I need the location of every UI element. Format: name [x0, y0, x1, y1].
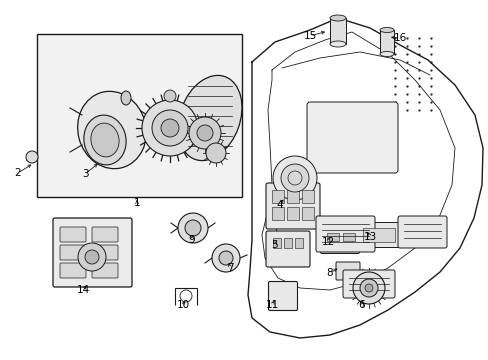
FancyBboxPatch shape	[358, 222, 399, 248]
Bar	[379, 30, 393, 54]
Bar	[271, 207, 284, 220]
Text: 6: 6	[358, 300, 365, 310]
FancyBboxPatch shape	[92, 227, 118, 242]
Bar	[362, 228, 394, 242]
FancyBboxPatch shape	[397, 216, 446, 248]
FancyBboxPatch shape	[315, 216, 374, 252]
Ellipse shape	[121, 91, 131, 105]
Ellipse shape	[84, 115, 126, 165]
FancyBboxPatch shape	[265, 183, 319, 229]
Bar	[37, 34, 242, 197]
Ellipse shape	[329, 15, 346, 21]
FancyBboxPatch shape	[265, 231, 309, 267]
Circle shape	[26, 151, 38, 163]
Circle shape	[219, 251, 232, 265]
FancyBboxPatch shape	[335, 262, 359, 280]
Text: 16: 16	[392, 33, 406, 43]
Bar	[329, 18, 346, 44]
Circle shape	[178, 213, 207, 243]
Ellipse shape	[329, 41, 346, 47]
Bar	[326, 233, 338, 241]
Circle shape	[142, 100, 198, 156]
Ellipse shape	[91, 123, 119, 157]
Text: 11: 11	[265, 300, 278, 310]
FancyBboxPatch shape	[60, 227, 86, 242]
Circle shape	[212, 244, 240, 272]
Text: 12: 12	[321, 237, 334, 247]
Text: 8: 8	[326, 268, 333, 278]
Circle shape	[161, 119, 179, 137]
Text: 7: 7	[226, 263, 233, 273]
FancyBboxPatch shape	[60, 263, 86, 278]
Text: 14: 14	[76, 285, 89, 295]
Bar	[342, 233, 354, 241]
Bar	[272, 238, 281, 248]
Text: 1: 1	[133, 198, 140, 208]
Text: 3: 3	[81, 169, 88, 179]
Bar	[302, 207, 313, 220]
Ellipse shape	[78, 91, 146, 169]
Bar	[286, 207, 298, 220]
Bar	[271, 190, 284, 203]
Text: 9: 9	[188, 235, 195, 245]
FancyBboxPatch shape	[268, 282, 297, 310]
Circle shape	[272, 156, 316, 200]
FancyBboxPatch shape	[342, 270, 394, 298]
Text: 4: 4	[276, 200, 283, 210]
FancyBboxPatch shape	[320, 226, 359, 253]
Bar	[286, 190, 298, 203]
Circle shape	[184, 220, 201, 236]
Circle shape	[359, 279, 377, 297]
Circle shape	[205, 143, 225, 163]
Bar	[284, 238, 291, 248]
FancyBboxPatch shape	[92, 245, 118, 260]
Circle shape	[281, 164, 308, 192]
Circle shape	[364, 284, 372, 292]
Bar	[294, 238, 303, 248]
Circle shape	[189, 117, 221, 149]
Circle shape	[78, 243, 106, 271]
Ellipse shape	[379, 27, 393, 32]
Circle shape	[352, 272, 384, 304]
FancyBboxPatch shape	[306, 102, 397, 173]
Bar	[302, 190, 313, 203]
FancyBboxPatch shape	[60, 245, 86, 260]
Circle shape	[163, 90, 176, 102]
Text: 13: 13	[363, 232, 376, 242]
Text: 15: 15	[303, 31, 316, 41]
Text: 5: 5	[271, 240, 278, 250]
Ellipse shape	[379, 51, 393, 57]
FancyBboxPatch shape	[53, 218, 132, 287]
Circle shape	[152, 110, 187, 146]
Circle shape	[197, 125, 213, 141]
Text: 2: 2	[15, 168, 21, 178]
Ellipse shape	[178, 75, 242, 161]
Circle shape	[85, 250, 99, 264]
FancyBboxPatch shape	[92, 263, 118, 278]
Text: 10: 10	[176, 300, 189, 310]
